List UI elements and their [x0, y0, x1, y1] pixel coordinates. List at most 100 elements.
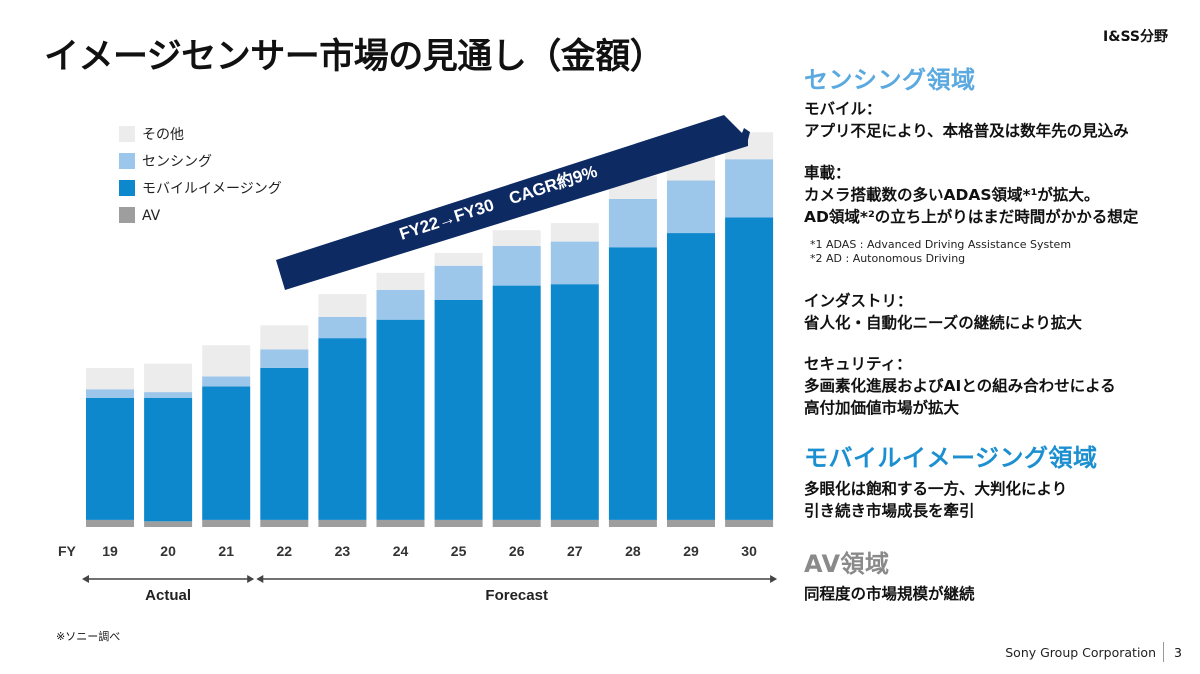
bar-segment — [492, 519, 541, 527]
bar-segment — [608, 247, 657, 520]
period-arrowhead-left — [256, 575, 264, 583]
x-tick-label: 26 — [509, 543, 525, 559]
bar-segment — [86, 367, 134, 390]
mobile-label: モバイル： — [804, 100, 882, 118]
bar-segment — [434, 519, 483, 527]
x-tick-label: 29 — [683, 543, 699, 559]
bar-segment — [260, 349, 309, 368]
division-tag: I&SS分野 — [1103, 29, 1168, 45]
bar-segment — [86, 397, 134, 520]
legend-swatch — [119, 180, 135, 196]
bar-segment — [550, 223, 599, 242]
bar-segment — [434, 265, 483, 300]
bar-segment — [260, 367, 309, 520]
bar-segment — [144, 397, 193, 522]
bar-segment — [144, 392, 193, 398]
automotive-text-1: カメラ搭載数の多いADAS領域*¹が拡大。 — [804, 186, 1100, 204]
bar-segment — [202, 376, 251, 387]
bar-segment — [318, 316, 367, 339]
source-note: ※ソニー調べ — [56, 630, 121, 643]
bar-segment — [550, 519, 599, 527]
bar-segment — [550, 241, 599, 285]
bar-segment — [318, 338, 367, 520]
x-axis: 19 20 21 22 23 24 25 26 27 28 29 30 FY — [58, 543, 757, 559]
security-text-2: 高付加価値市場が拡大 — [804, 399, 960, 417]
bar-segment — [318, 519, 367, 527]
x-tick-label: 21 — [218, 543, 234, 559]
legend-label: センシング — [142, 154, 212, 170]
bar-segment — [492, 285, 541, 520]
legend-label: AV — [142, 208, 161, 224]
bar-segment — [434, 299, 483, 520]
automotive-label: 車載： — [804, 164, 851, 182]
cagr-arrow — [276, 115, 750, 290]
x-axis-prefix: FY — [58, 543, 77, 559]
bar-segment — [376, 319, 425, 520]
period-arrowhead-left — [82, 575, 89, 583]
bar-segment — [202, 519, 251, 527]
bar-segment — [376, 519, 425, 527]
page-number: 3 — [1174, 645, 1182, 660]
legend-swatch — [119, 126, 135, 142]
period-arrowhead-right — [770, 575, 778, 583]
footer-divider — [1163, 642, 1164, 662]
industry-label: インダストリ： — [804, 292, 913, 310]
automotive-text-2: AD領域*²の立ち上がりはまだ時間がかかる想定 — [804, 208, 1139, 226]
legend-label: その他 — [142, 127, 184, 143]
bars-group — [86, 132, 774, 527]
section-sensing-heading: センシング領域 — [804, 66, 976, 94]
bar-segment — [667, 233, 715, 520]
period-label: Forecast — [485, 587, 548, 604]
legend-label: モバイルイメージング — [142, 181, 282, 197]
av-text: 同程度の市場規模が継続 — [804, 585, 975, 603]
bar-segment — [376, 289, 425, 320]
bar-segment — [434, 252, 483, 266]
period-arrowhead-right — [247, 575, 255, 583]
bar-segment — [318, 294, 367, 317]
bar-segment — [608, 198, 657, 248]
note-adas: *1 ADAS : Advanced Driving Assistance Sy… — [810, 238, 1072, 251]
legend-swatch — [119, 207, 135, 223]
bar-segment — [202, 386, 251, 520]
slide-title: イメージセンサー市場の見通し（金額） — [44, 37, 665, 77]
x-tick-label: 28 — [625, 543, 641, 559]
bar-segment — [202, 345, 251, 377]
bar-segment — [492, 230, 541, 246]
mobile-text: アプリ不足により、本格普及は数年先の見込み — [804, 122, 1129, 140]
bar-segment — [550, 284, 599, 520]
period-label: Actual — [145, 587, 191, 604]
bar-segment — [144, 363, 193, 393]
bar-segment — [667, 180, 715, 234]
security-label: セキュリティ： — [804, 355, 912, 373]
industry-text: 省人化・自動化ニーズの継続により拡大 — [804, 314, 1082, 332]
bar-segment — [86, 519, 134, 527]
bar-segment — [260, 519, 309, 527]
x-tick-label: 19 — [102, 543, 118, 559]
x-tick-label: 27 — [567, 543, 583, 559]
x-tick-label: 30 — [741, 543, 757, 559]
period-markers: Actual Forecast — [82, 575, 778, 604]
x-tick-label: 20 — [160, 543, 176, 559]
bar-segment — [725, 159, 774, 218]
bar-segment — [144, 521, 193, 527]
mobile-imaging-text-2: 引き続き市場成長を牽引 — [804, 502, 975, 520]
bar-segment — [260, 325, 309, 350]
note-ad: *2 AD : Autonomous Driving — [810, 252, 966, 265]
bar-segment — [376, 272, 425, 290]
x-tick-label: 23 — [335, 543, 351, 559]
section-mobile-imaging-heading: モバイルイメージング領域 — [804, 444, 1098, 472]
legend-swatch — [119, 153, 135, 169]
x-tick-label: 22 — [277, 543, 293, 559]
x-tick-label: 25 — [451, 543, 467, 559]
company-name: Sony Group Corporation — [1005, 645, 1156, 660]
bar-segment — [725, 217, 774, 520]
bar-segment — [725, 519, 774, 527]
bar-segment — [608, 519, 657, 527]
mobile-imaging-text-1: 多眼化は飽和する一方、大判化により — [804, 480, 1068, 498]
bar-segment — [492, 245, 541, 286]
section-av-heading: AV領域 — [804, 550, 890, 578]
security-text-1: 多画素化進展およびAIとの組み合わせによる — [804, 377, 1116, 395]
